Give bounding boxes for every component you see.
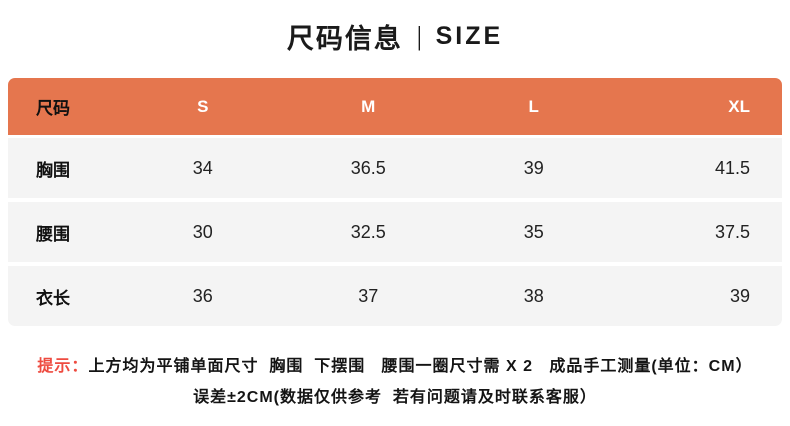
header-cell-xl: XL (728, 96, 750, 116)
page-title-cn: 尺码信息 (286, 23, 403, 54)
title-divider: | (417, 21, 422, 51)
waist-value-l: 35 (523, 221, 544, 242)
row-label-chest: 胸围 (36, 160, 70, 180)
table-row-length: 衣长 36 37 38 39 (8, 266, 782, 326)
header-cell-size: 尺码 (36, 99, 70, 118)
length-value-s: 36 (192, 285, 213, 306)
header-cell-s: S (197, 96, 209, 116)
length-value-m: 37 (358, 285, 379, 306)
row-label-length: 衣长 (36, 288, 70, 308)
table-row-waist: 腰围 30 32.5 35 37.5 (8, 202, 782, 262)
waist-value-m: 32.5 (350, 221, 386, 242)
tip-note: 提示：上方均为平铺单面尺寸 胸围 下摆围 腰围一圈尺寸需 X 2 成品手工测量(… (0, 351, 790, 413)
length-value-xl: 39 (729, 285, 750, 306)
tip-prefix: 提示： (37, 358, 89, 375)
size-table: 尺码 S M L XL 胸围 34 36.5 39 41.5 腰围 30 32.… (8, 78, 782, 326)
row-label-waist: 腰围 (36, 224, 70, 244)
waist-value-s: 30 (192, 221, 213, 242)
chest-value-xl: 41.5 (714, 157, 750, 178)
chest-value-m: 36.5 (350, 157, 386, 178)
tip-line-1-text: 上方均为平铺单面尺寸 胸围 下摆围 腰围一圈尺寸需 X 2 成品手工测量(单位：… (88, 358, 753, 375)
page-title: 尺码信息 | SIZE (0, 0, 790, 56)
page-title-en: SIZE (435, 21, 504, 50)
tip-line-2: 误差±2CM(数据仅供参考 若有问题请及时联系客服） (193, 389, 597, 406)
waist-value-xl: 37.5 (714, 221, 750, 242)
header-cell-l: L (528, 96, 539, 116)
size-table-header-row: 尺码 S M L XL (8, 78, 782, 135)
chest-value-l: 39 (523, 157, 544, 178)
chest-value-s: 34 (192, 157, 213, 178)
length-value-l: 38 (523, 285, 544, 306)
table-row-chest: 胸围 34 36.5 39 41.5 (8, 138, 782, 198)
tip-line-1: 提示：上方均为平铺单面尺寸 胸围 下摆围 腰围一圈尺寸需 X 2 成品手工测量(… (0, 351, 790, 382)
header-cell-m: M (361, 96, 376, 116)
